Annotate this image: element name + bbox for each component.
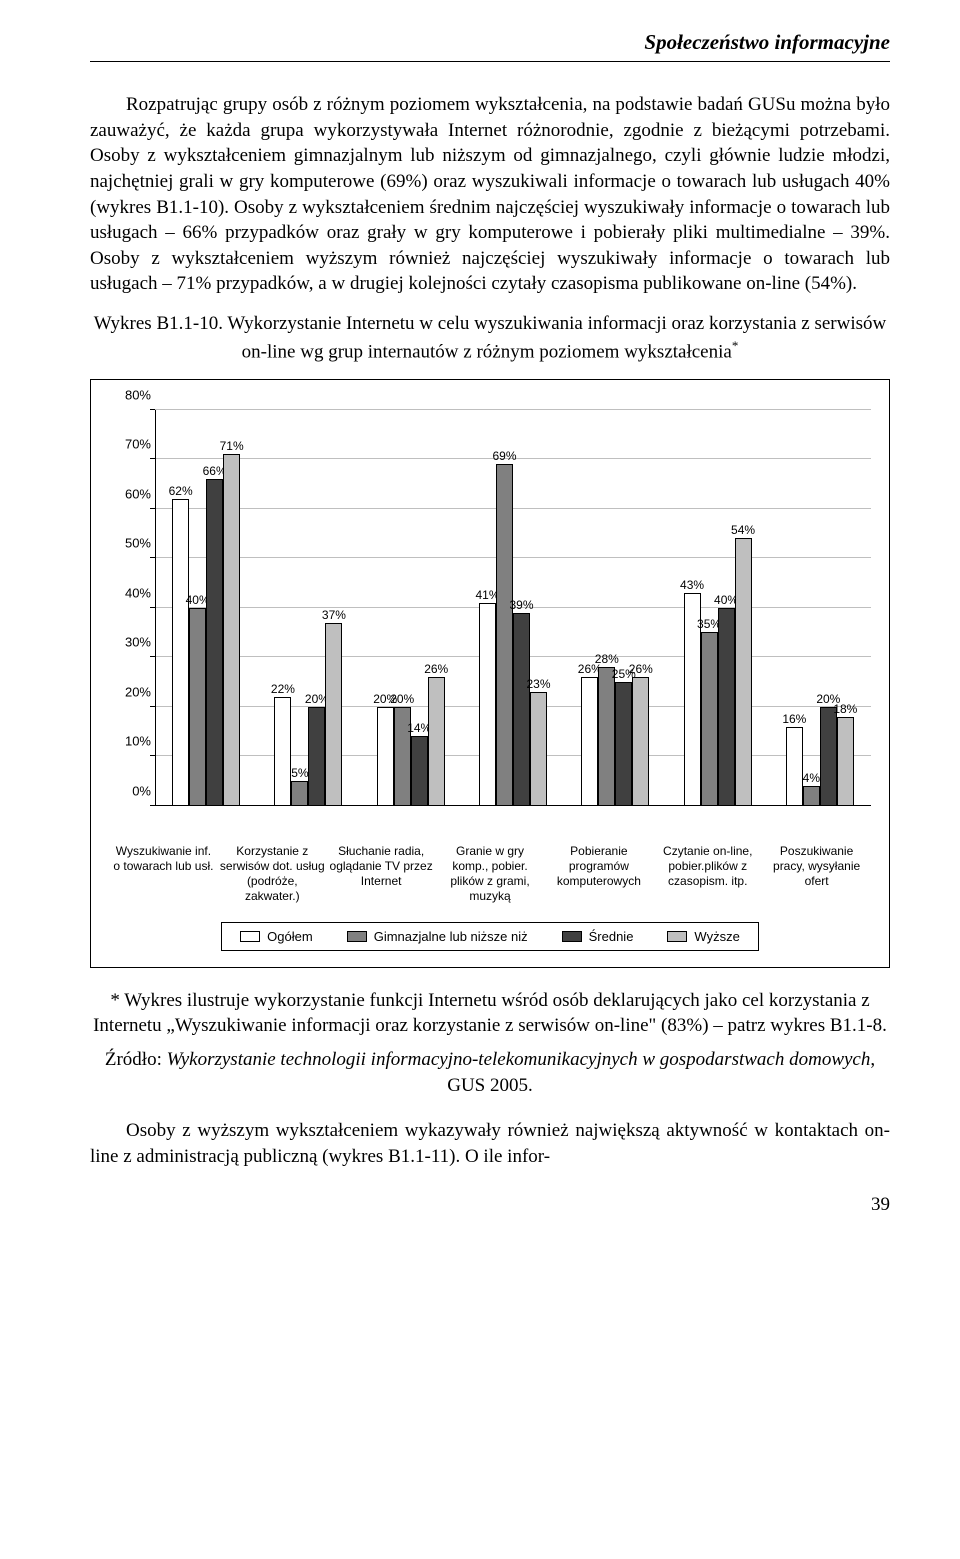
chart-x-label: Granie w gry komp., pobier. plików z gra… bbox=[436, 844, 545, 904]
chart-bar: 37% bbox=[325, 623, 342, 806]
chart-bar-label: 26% bbox=[629, 662, 653, 676]
source-label: Źródło: bbox=[105, 1049, 167, 1070]
chart-bar-group: 62%40%66%71% bbox=[155, 454, 257, 805]
chart-bar: 71% bbox=[223, 454, 240, 805]
chart-bar-group: 16%4%20%18% bbox=[769, 707, 871, 806]
chart-footnote: * Wykres ilustruje wykorzystanie funkcji… bbox=[90, 988, 890, 1039]
chart-bar: 4% bbox=[803, 786, 820, 806]
bar-chart: 0%10%20%30%40%50%60%70%80%62%40%66%71%22… bbox=[90, 379, 890, 968]
chart-legend-swatch bbox=[347, 931, 367, 942]
chart-x-label: Czytanie on-line, pobier.plików z czasop… bbox=[653, 844, 762, 904]
chart-bar-group: 41%69%39%23% bbox=[462, 464, 564, 806]
chart-y-tick-label: 80% bbox=[109, 387, 151, 402]
chart-bar-label: 5% bbox=[291, 766, 308, 780]
chart-bar-label: 26% bbox=[424, 662, 448, 676]
chart-bar-group: 22%5%20%37% bbox=[257, 623, 359, 806]
chart-bar-label: 71% bbox=[220, 439, 244, 453]
chart-bar-label: 62% bbox=[169, 484, 193, 498]
chart-x-label: Słuchanie radia, oglądanie TV przez Inte… bbox=[327, 844, 436, 904]
chart-legend-label: Ogółem bbox=[267, 929, 313, 944]
chart-y-tick-label: 70% bbox=[109, 437, 151, 452]
chart-caption-asterisk: * bbox=[732, 338, 739, 353]
chart-bar: 20% bbox=[308, 707, 325, 806]
chart-bar-label: 43% bbox=[680, 578, 704, 592]
chart-bar: 16% bbox=[786, 727, 803, 806]
chart-gridline bbox=[155, 409, 871, 410]
chart-bar: 5% bbox=[291, 781, 308, 806]
chart-bar-label: 69% bbox=[492, 449, 516, 463]
chart-bar: 20% bbox=[820, 707, 837, 806]
chart-bar: 28% bbox=[598, 667, 615, 806]
chart-bar: 62% bbox=[172, 499, 189, 806]
page-header: Społeczeństwo informacyjne bbox=[90, 30, 890, 62]
chart-bar: 26% bbox=[428, 677, 445, 806]
chart-legend-item: Wyższe bbox=[667, 929, 739, 944]
chart-bar: 25% bbox=[615, 682, 632, 806]
chart-plot-area: 0%10%20%30%40%50%60%70%80%62%40%66%71%22… bbox=[155, 410, 871, 840]
chart-bar: 14% bbox=[411, 736, 428, 805]
chart-bar-label: 23% bbox=[526, 677, 550, 691]
chart-bar: 18% bbox=[837, 717, 854, 806]
chart-bar: 39% bbox=[513, 613, 530, 806]
chart-y-tick-label: 50% bbox=[109, 536, 151, 551]
chart-bar: 23% bbox=[530, 692, 547, 806]
body-paragraph-2: Osoby z wyższym wykształceniem wykazywał… bbox=[90, 1118, 890, 1169]
chart-bar-label: 54% bbox=[731, 523, 755, 537]
chart-legend-item: Ogółem bbox=[240, 929, 313, 944]
chart-bar: 69% bbox=[496, 464, 513, 806]
chart-y-tick-label: 0% bbox=[109, 783, 151, 798]
chart-bar: 22% bbox=[274, 697, 291, 806]
chart-bar: 54% bbox=[735, 538, 752, 805]
chart-source: Źródło: Wykorzystanie technologii inform… bbox=[90, 1047, 890, 1098]
chart-y-tick-label: 30% bbox=[109, 635, 151, 650]
chart-x-label: Pobieranie programów komputerowych bbox=[544, 844, 653, 904]
chart-bar-label: 39% bbox=[509, 598, 533, 612]
chart-bar-label: 4% bbox=[803, 771, 820, 785]
chart-bar-label: 28% bbox=[595, 652, 619, 666]
chart-legend-item: Średnie bbox=[562, 929, 634, 944]
chart-bar: 40% bbox=[189, 608, 206, 806]
body-paragraph-1: Rozpatrując grupy osób z różnym poziomem… bbox=[90, 92, 890, 297]
chart-x-label: Korzystanie z serwisów dot. usług (podró… bbox=[218, 844, 327, 904]
chart-bar-group: 43% 35%40%54% bbox=[666, 538, 768, 805]
chart-bar-label: 37% bbox=[322, 608, 346, 622]
chart-legend-label: Wyższe bbox=[694, 929, 739, 944]
chart-bar: 26% bbox=[632, 677, 649, 806]
chart-bar: 35% bbox=[701, 632, 718, 805]
page-number: 39 bbox=[90, 1194, 890, 1216]
chart-bar: 20% bbox=[377, 707, 394, 806]
source-title: Wykorzystanie technologii informacyjno-t… bbox=[167, 1049, 871, 1070]
chart-legend-swatch bbox=[667, 931, 687, 942]
chart-caption-text: Wykres B1.1-10. Wykorzystanie Internetu … bbox=[94, 313, 886, 362]
chart-bar: 26% bbox=[581, 677, 598, 806]
chart-legend-item: Gimnazjalne lub niższe niż bbox=[347, 929, 528, 944]
chart-bar: 66% bbox=[206, 479, 223, 806]
chart-bar-label: 18% bbox=[833, 702, 857, 716]
chart-y-tick-label: 40% bbox=[109, 585, 151, 600]
chart-y-tick-label: 20% bbox=[109, 684, 151, 699]
chart-legend: Ogółem Gimnazjalne lub niższe niż Średnie W… bbox=[221, 922, 759, 951]
chart-bar: 40% bbox=[718, 608, 735, 806]
chart-bar-group: 20%20% 14%26% bbox=[360, 677, 462, 806]
chart-bar: 41% bbox=[479, 603, 496, 806]
chart-x-labels: Wyszukiwanie inf. o towarach lub usł.Kor… bbox=[109, 844, 871, 904]
chart-y-tick-label: 60% bbox=[109, 486, 151, 501]
chart-x-label: Wyszukiwanie inf. o towarach lub usł. bbox=[109, 844, 218, 904]
chart-caption: Wykres B1.1-10. Wykorzystanie Internetu … bbox=[90, 311, 890, 365]
chart-legend-label: Średnie bbox=[589, 929, 634, 944]
chart-y-tick-label: 10% bbox=[109, 734, 151, 749]
chart-bar-label: 20% bbox=[390, 692, 414, 706]
chart-x-label: Poszukiwanie pracy, wysyłanie ofert bbox=[762, 844, 871, 904]
chart-legend-swatch bbox=[240, 931, 260, 942]
chart-bar-label: 16% bbox=[782, 712, 806, 726]
chart-bar-label: 22% bbox=[271, 682, 295, 696]
chart-legend-label: Gimnazjalne lub niższe niż bbox=[374, 929, 528, 944]
chart-legend-swatch bbox=[562, 931, 582, 942]
chart-bar-group: 26%28%25%26% bbox=[564, 667, 666, 806]
